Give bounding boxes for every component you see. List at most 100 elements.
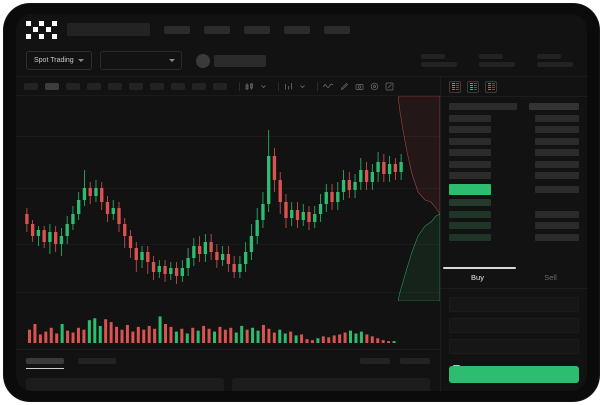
bid-price: [449, 199, 491, 206]
fullscreen-icon[interactable]: [385, 82, 394, 91]
current-price-value: [449, 183, 491, 195]
timeframe-button-8[interactable]: [192, 82, 206, 90]
camera-icon[interactable]: [355, 82, 364, 91]
chart-gridline: [16, 244, 440, 245]
orders-action-0[interactable]: [360, 358, 390, 364]
bid-amount: [535, 210, 579, 218]
orders-bottom-panel: [16, 349, 440, 391]
orderbook-view-sell-icon[interactable]: [485, 80, 497, 93]
pencil-icon[interactable]: [340, 82, 349, 91]
timeframe-button-2[interactable]: [66, 82, 80, 90]
orderbook-ask-row[interactable]: [449, 114, 579, 122]
orderbook-col-amount: [529, 103, 579, 110]
orders-card-1[interactable]: [232, 378, 430, 391]
nav-item-2[interactable]: [244, 25, 270, 34]
chart-gridline: [16, 188, 440, 189]
nav-item-4[interactable]: [324, 25, 350, 34]
volume-histogram: [28, 316, 396, 343]
timeframe-button-3[interactable]: [87, 82, 101, 90]
orderbook-bid-row[interactable]: [449, 199, 579, 206]
timeframe-button-7[interactable]: [171, 82, 185, 90]
trading-mode-button[interactable]: Spot Trading: [26, 51, 92, 70]
orders-actions-group: [360, 358, 430, 364]
orderbook-rows[interactable]: [441, 97, 587, 265]
nav-item-1[interactable]: [204, 25, 230, 34]
orderbook-view-both-icon[interactable]: [449, 80, 461, 93]
orders-tab-0[interactable]: [26, 358, 64, 364]
bid-price: [449, 222, 491, 229]
orderbook-ask-row[interactable]: [449, 137, 579, 145]
market-stat-label: [479, 54, 503, 59]
market-stat: [421, 54, 457, 67]
app-screen: Spot Trading: [16, 14, 587, 391]
candlestick-icon[interactable]: [245, 82, 254, 91]
order-field-price[interactable]: [449, 297, 579, 312]
orderbook-bid-row[interactable]: [449, 210, 579, 218]
trading-pair-select[interactable]: [99, 51, 182, 70]
chevron-down-icon[interactable]: [260, 83, 267, 90]
orders-cards: [26, 378, 430, 391]
global-search-input[interactable]: [67, 23, 150, 36]
bid-amount: [535, 222, 579, 229]
buy-sell-tab-bar: Buy Sell: [441, 267, 587, 289]
market-stat: [537, 54, 573, 67]
timeframe-button-1[interactable]: [45, 82, 59, 90]
ask-amount: [535, 149, 579, 156]
buy-sell-active-underline: [443, 267, 516, 269]
nav-item-0[interactable]: [164, 25, 190, 34]
chevron-down-icon[interactable]: [299, 83, 306, 90]
order-field-amount[interactable]: [449, 318, 579, 333]
market-sub-header: Spot Trading: [16, 45, 587, 77]
orderbook-ask-row[interactable]: [449, 149, 579, 156]
ask-amount: [535, 160, 579, 168]
orders-tab-bar: [26, 358, 430, 369]
market-stat-label: [421, 54, 445, 59]
toolbar-divider: [239, 81, 240, 91]
timeframe-button-0[interactable]: [24, 82, 38, 90]
tab-buy[interactable]: Buy: [471, 273, 484, 282]
orderbook-ask-row[interactable]: [449, 126, 579, 133]
ask-price: [449, 126, 491, 133]
order-field-total[interactable]: [449, 339, 579, 354]
bid-price: [449, 210, 491, 218]
market-stat: [479, 54, 515, 67]
orderbook-col-price: [449, 103, 517, 110]
orders-tab-1[interactable]: [78, 358, 116, 364]
chevron-down-icon: [168, 59, 175, 62]
chart-gridline: [16, 292, 440, 293]
order-form: [441, 289, 587, 374]
orders-card-0[interactable]: [26, 378, 224, 391]
orderbook-header-row: [449, 103, 579, 110]
submit-buy-button[interactable]: [449, 366, 579, 383]
okx-logo[interactable]: [26, 20, 57, 39]
orderbook-ask-row[interactable]: [449, 172, 579, 179]
chevron-down-icon: [77, 59, 84, 62]
price-candlestick-chart[interactable]: [16, 96, 440, 301]
ask-price: [449, 172, 491, 179]
orders-action-1[interactable]: [400, 358, 430, 364]
indicators-icon[interactable]: [284, 82, 293, 91]
ask-price: [449, 114, 491, 122]
orderbook-bid-row[interactable]: [449, 233, 579, 241]
timeframe-button-6[interactable]: [150, 82, 164, 90]
settings-icon[interactable]: [370, 82, 379, 91]
wave-icon[interactable]: [323, 82, 334, 90]
orderbook-view-toggles: [441, 77, 587, 97]
nav-item-3[interactable]: [284, 25, 310, 34]
pair-coin-avatar: [195, 53, 210, 68]
tab-sell[interactable]: Sell: [544, 273, 557, 282]
orderbook-bid-row[interactable]: [449, 222, 579, 229]
ask-price: [449, 160, 491, 168]
timeframe-button-9[interactable]: [213, 82, 227, 90]
orderbook-ask-row[interactable]: [449, 160, 579, 168]
ask-amount: [535, 114, 579, 122]
chart-gridline: [16, 136, 440, 137]
orderbook-current-price-row: [449, 183, 579, 195]
bid-price: [449, 233, 491, 241]
orderbook-view-buy-icon[interactable]: [467, 80, 479, 93]
timeframe-button-5[interactable]: [129, 82, 143, 90]
trading-mode-label: Spot Trading: [34, 57, 74, 64]
top-navigation-bar: [16, 14, 587, 45]
current-price-side: [535, 185, 579, 193]
timeframe-button-4[interactable]: [108, 82, 122, 90]
